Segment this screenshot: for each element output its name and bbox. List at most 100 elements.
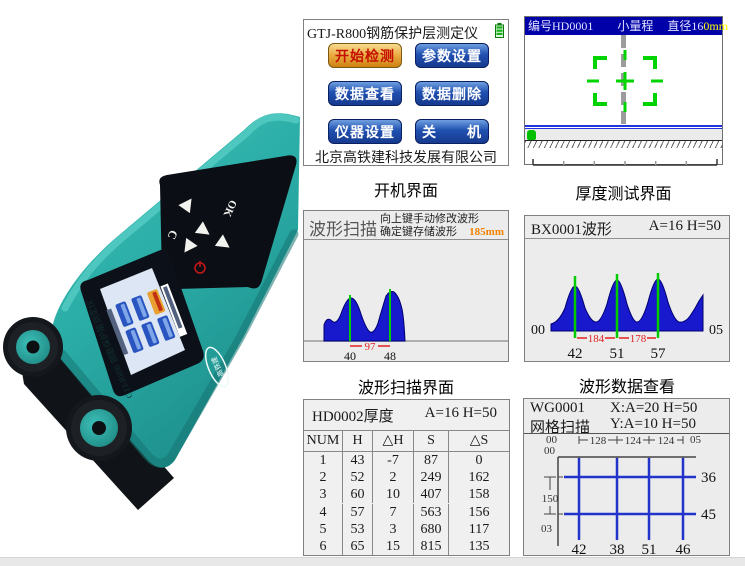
table-cell: 0: [475, 453, 483, 469]
table-cell: 2: [304, 469, 343, 487]
menu-button-delete[interactable]: 数据删除: [415, 81, 489, 106]
table-cell: 57: [343, 503, 373, 521]
menu-button-setup[interactable]: 仪器设置: [328, 119, 402, 144]
sensor-strip: [525, 129, 722, 141]
col-header: NUM: [304, 431, 343, 452]
grid-id: WG0001: [530, 400, 585, 416]
wave-scan-title: 波形扫描: [309, 220, 377, 239]
table-cell: 2: [373, 469, 414, 487]
table-cell: 3: [304, 486, 343, 504]
arrow-up-key[interactable]: [178, 194, 197, 214]
peak-depth-1: 40: [344, 349, 356, 362]
grid-mode: 网格扫描: [530, 420, 591, 436]
v-line-depth-4: 46: [676, 542, 692, 557]
table-cell: 10: [373, 486, 414, 504]
wheel-front: [66, 395, 132, 461]
table-cell: 87: [414, 452, 449, 470]
grid-x-spacing-1: 128: [590, 435, 607, 447]
v-line-depth-2: 38: [610, 542, 625, 557]
scale-ruler: [532, 159, 718, 166]
table-params: A=16 H=50: [424, 405, 497, 421]
stored-wave-screen: BX0001波形 A=16 H=50 00 05 184 178 42 51 5…: [524, 215, 730, 362]
device-body-highlight: [61, 113, 300, 312]
power-key[interactable]: [194, 261, 206, 274]
table-cell: -7: [373, 452, 414, 470]
h-line-depth-2: 45: [701, 507, 716, 523]
diameter-label: 直径16: [667, 19, 704, 33]
record-id: 编号HD0001: [528, 19, 594, 33]
peak-depth-2: 48: [384, 349, 396, 362]
thickness-header: 编号HD0001 小量程 直径16 0mm: [525, 17, 728, 35]
range-label: 小量程: [617, 19, 654, 33]
table-cell: 4: [304, 503, 343, 521]
depth-value: 185mm: [469, 226, 504, 238]
thickness-main-area: [525, 35, 722, 125]
table-cell: 249: [414, 469, 449, 487]
table-cell: 117: [468, 521, 490, 537]
arrow-down-key[interactable]: [179, 237, 198, 257]
table-cell: 680: [414, 520, 449, 538]
stored-wave-title: BX0001波形: [531, 222, 612, 238]
menu-button-power-off[interactable]: 关 机: [415, 119, 489, 144]
table-cell: 162: [468, 470, 490, 486]
dpad: [178, 194, 234, 257]
arrow-left-key[interactable]: [214, 234, 234, 253]
arrow-right-key[interactable]: [194, 221, 214, 240]
table-cell: 1: [304, 452, 343, 470]
bar-spacing-2: 178: [630, 333, 647, 345]
grid-y-end: 03: [541, 523, 553, 535]
wave-scan-screen: 波形扫描 向上键手动修改波形 确定键存储波形 185mm 97 40 48: [303, 210, 509, 362]
table-cell: 135: [468, 538, 490, 554]
col-header: S: [414, 431, 449, 452]
device-body-shadow: [57, 229, 299, 468]
table-cell: 7: [373, 503, 414, 521]
grid-x-spacing-3: 124: [658, 435, 675, 447]
concrete-hatch: [525, 141, 722, 148]
wave-scan-hints: 向上键手动修改波形 确定键存储波形: [380, 213, 479, 238]
device-display-menu: [106, 283, 188, 356]
bar-depth-2: 51: [610, 346, 625, 362]
depth-readout: 0mm: [703, 19, 729, 33]
device-photo: OK C GTJ-R800 钢筋保护层测定仪 高铁建: [3, 113, 300, 510]
grid-plot: 00 05 128 124 124 00: [541, 434, 717, 557]
data-table-screen: HD0002厚度 A=16 H=50 NUM H △H S △S 1 43 -7…: [303, 399, 510, 556]
v-line-depth-1: 42: [572, 542, 587, 557]
table-cell: 815: [414, 537, 449, 555]
bar-depth-1: 42: [568, 346, 583, 362]
stored-wave-plot: 00 05 184 178 42 51 57: [531, 273, 723, 362]
table-cell: 6: [304, 537, 343, 555]
boot-title: GTJ-R800钢筋保护层测定仪: [307, 27, 479, 42]
crosshair-icon: [587, 50, 663, 112]
menu-button-view[interactable]: 数据查看: [328, 81, 402, 106]
table-title: HD0002厚度: [312, 409, 394, 425]
h-line-depth-1: 36: [701, 470, 717, 486]
menu-button-params[interactable]: 参数设置: [415, 43, 489, 68]
table-cell: 53: [343, 520, 373, 538]
table-cell: 156: [468, 504, 490, 520]
table-cell: 158: [468, 487, 490, 503]
caption-thickness: 厚度测试界面: [575, 186, 672, 203]
grid-y-spacing: 150: [542, 493, 559, 505]
thickness-screen: 编号HD0001 小量程 直径16 0mm: [524, 16, 728, 166]
grid-scan-screen: WG0001 网格扫描 X:A=20 H=50 Y:A=10 H=50 00 0…: [523, 398, 730, 557]
bottom-divider-bar: [0, 557, 745, 566]
col-header: △H: [373, 431, 414, 452]
wave-end-label: 05: [709, 323, 723, 338]
col-header: △S: [449, 431, 509, 452]
battery-icon: [495, 23, 504, 38]
col-header: H: [343, 431, 373, 452]
table-cell: 563: [414, 503, 449, 521]
grid-y-params: Y:A=10 H=50: [610, 416, 696, 432]
grid-x-end: 05: [690, 434, 702, 446]
company-name: 北京高铁建科技发展有限公司: [315, 151, 497, 166]
data-table: NUM H △H S △S 1 43 -7 87 0 2 52 2 249 16…: [304, 430, 509, 555]
device-keypad-panel: [159, 155, 297, 289]
boot-screen: GTJ-R800钢筋保护层测定仪 开始检测 参数设置 数据查看 数据删除 仪器设…: [303, 19, 509, 166]
table-cell: 52: [343, 469, 373, 487]
grid-x-params: X:A=20 H=50: [610, 400, 698, 416]
probe-icon: [527, 130, 536, 140]
bar-depth-3: 57: [651, 346, 667, 362]
menu-button-start[interactable]: 开始检测: [328, 43, 402, 68]
caption-wave-scan: 波形扫描界面: [357, 380, 454, 397]
